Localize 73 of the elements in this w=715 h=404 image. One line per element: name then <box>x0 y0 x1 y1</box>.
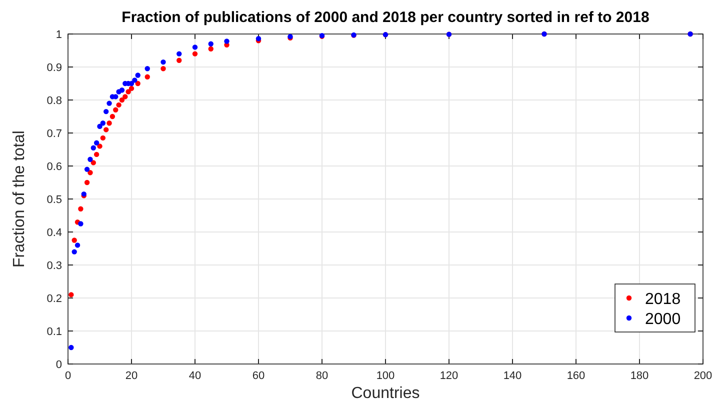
y-tick-label: 0.4 <box>46 227 62 239</box>
y-tick-label: 0.7 <box>46 128 62 140</box>
legend-label: 2000 <box>645 311 681 328</box>
chart-title: Fraction of publications of 2000 and 2018 per country sorted in ref to 2018 <box>122 9 650 26</box>
point <box>78 221 84 226</box>
point <box>78 206 84 212</box>
point <box>176 51 182 56</box>
y-tick-label: 0 <box>56 359 62 371</box>
y-tick-label: 1 <box>56 29 62 41</box>
point <box>94 140 100 146</box>
point <box>144 66 150 72</box>
y-tick-label: 0.5 <box>46 194 62 206</box>
x-tick-label: 0 <box>64 370 72 382</box>
point <box>97 124 102 129</box>
point <box>84 166 90 172</box>
point <box>106 120 112 126</box>
point <box>128 86 134 92</box>
point <box>160 66 166 72</box>
x-tick-label: 60 <box>252 370 265 382</box>
point <box>72 249 77 254</box>
point <box>122 94 128 100</box>
point <box>119 88 125 93</box>
point <box>192 51 198 56</box>
point <box>72 238 77 243</box>
x-tick-label: 20 <box>125 370 138 382</box>
point <box>104 108 109 114</box>
point <box>68 292 74 298</box>
point <box>100 135 106 141</box>
x-tick-label: 180 <box>630 370 649 382</box>
point <box>88 170 93 176</box>
y-tick-label: 0.6 <box>46 161 62 173</box>
y-tick-label: 0.1 <box>46 326 62 338</box>
y-tick-label: 0.8 <box>46 95 62 107</box>
point <box>104 127 109 132</box>
point <box>144 74 150 80</box>
point <box>116 102 122 108</box>
point <box>135 72 140 78</box>
point <box>132 78 138 83</box>
point <box>84 180 90 186</box>
x-axis-title: Countries <box>351 385 420 402</box>
point <box>100 120 106 126</box>
x-tick-label: 80 <box>316 370 328 382</box>
y-axis-title: Fraction of the total <box>11 130 28 268</box>
point <box>110 114 116 120</box>
x-tick-label: 120 <box>440 370 458 382</box>
point <box>97 144 102 149</box>
point <box>68 344 74 350</box>
point <box>119 97 125 103</box>
point <box>208 41 214 46</box>
x-tick-label: 40 <box>188 370 202 382</box>
point <box>90 145 96 150</box>
point <box>192 44 198 50</box>
point <box>208 46 214 52</box>
x-tick-label: 140 <box>503 370 522 382</box>
point <box>113 107 118 112</box>
point <box>74 242 80 248</box>
x-tick-label: 160 <box>566 370 586 382</box>
point <box>160 59 166 65</box>
point <box>135 80 140 86</box>
y-tick-label: 0.2 <box>46 293 62 305</box>
point <box>113 94 118 100</box>
point <box>94 152 100 158</box>
y-tick-label: 0.3 <box>46 260 62 272</box>
legend-label: 2018 <box>645 291 681 308</box>
point <box>88 156 93 162</box>
point <box>90 160 96 166</box>
x-tick-label: 100 <box>376 370 395 382</box>
point <box>176 58 182 63</box>
y-tick-label: 0.9 <box>46 62 62 74</box>
x-tick-label: 200 <box>694 370 712 382</box>
point <box>106 100 112 106</box>
point <box>126 89 131 94</box>
point <box>224 38 230 44</box>
